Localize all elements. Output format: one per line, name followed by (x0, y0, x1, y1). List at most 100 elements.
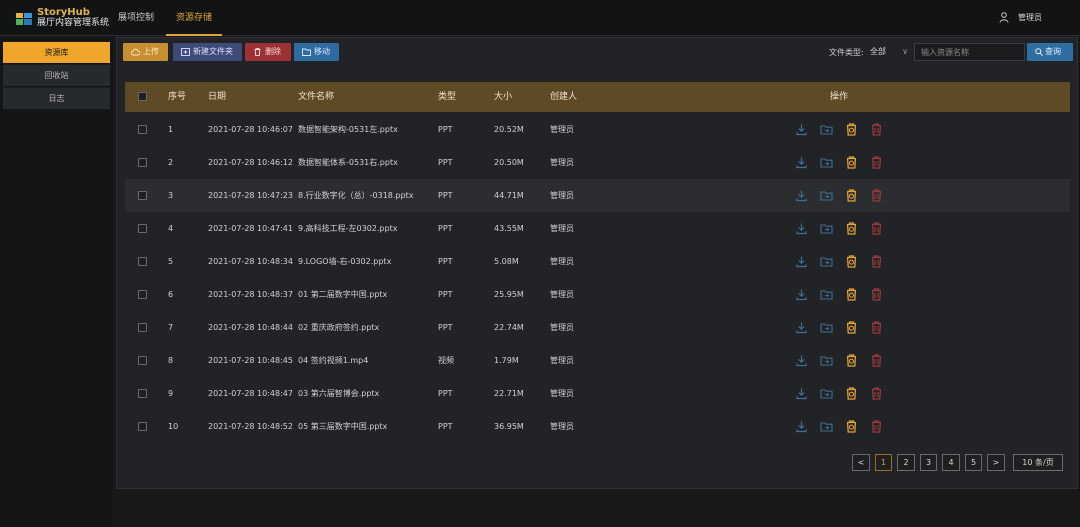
row-checkbox[interactable] (138, 356, 147, 365)
table-row[interactable]: 4 2021-07-28 10:47:41 9.高科技工程-左0302.pptx PP… (125, 212, 1070, 245)
delete-icon[interactable] (870, 222, 883, 235)
select-all-checkbox[interactable] (138, 92, 147, 101)
delete-icon[interactable] (870, 387, 883, 400)
table-row[interactable]: 3 2021-07-28 10:47:23 8.行业数字化（总）-0318.pptx… (125, 179, 1070, 212)
upload-button[interactable]: 上传 (123, 43, 168, 61)
download-icon[interactable] (795, 222, 808, 235)
cell-filename: 04 签约视频1.mp4 (298, 356, 369, 365)
pagination-page-3[interactable]: 3 (920, 454, 937, 471)
cell-filename: 9.LOGO墙-右-0302.pptx (298, 257, 392, 266)
move-folder-icon[interactable] (820, 321, 833, 334)
table-row[interactable]: 6 2021-07-28 10:48:37 01 第二届数字中国.pptx PPT 25… (125, 278, 1070, 311)
header-date: 日期 (208, 92, 227, 102)
delete-icon[interactable] (870, 288, 883, 301)
move-button[interactable]: 移动 (294, 43, 339, 61)
row-checkbox[interactable] (138, 323, 147, 332)
cell-filename: 9.高科技工程-左0302.pptx (298, 224, 398, 233)
download-icon[interactable] (795, 354, 808, 367)
restore-icon[interactable] (845, 321, 858, 334)
sidebar-item-log[interactable]: 日志 (3, 87, 110, 109)
restore-icon[interactable] (845, 222, 858, 235)
delete-icon[interactable] (870, 156, 883, 169)
nav-exhibit-control[interactable]: 展项控制 (118, 13, 155, 23)
row-checkbox[interactable] (138, 290, 147, 299)
move-folder-icon[interactable] (820, 189, 833, 202)
delete-icon[interactable] (870, 420, 883, 433)
delete-button[interactable]: 删除 (245, 43, 291, 61)
download-icon[interactable] (795, 420, 808, 433)
cell-type: PPT (438, 290, 453, 299)
pagination-page-5[interactable]: 5 (965, 454, 982, 471)
restore-icon[interactable] (845, 420, 858, 433)
cell-index: 3 (168, 191, 174, 200)
table-row[interactable]: 10 2021-07-28 10:48:52 05 第三届数字中国.pptx PPT 3… (125, 410, 1070, 443)
header-size: 大小 (494, 92, 513, 102)
file-type-select[interactable]: 全部 ∨ (870, 44, 910, 60)
user-name[interactable]: 管理员 (1018, 13, 1042, 22)
move-folder-icon[interactable] (820, 354, 833, 367)
cell-type: PPT (438, 323, 453, 332)
row-checkbox[interactable] (138, 224, 147, 233)
table-row[interactable]: 1 2021-07-28 10:46:07 数据智能架构-0531左.pptx PPT… (125, 113, 1070, 146)
move-folder-icon[interactable] (820, 222, 833, 235)
row-checkbox[interactable] (138, 389, 147, 398)
sidebar-item-resource-library[interactable]: 资源库 (3, 41, 110, 63)
pagination-next[interactable]: > (987, 454, 1005, 471)
table-row[interactable]: 9 2021-07-28 10:48:47 03 第六届智博会.pptx PPT 22.… (125, 377, 1070, 410)
delete-label: 删除 (265, 47, 281, 56)
cell-index: 4 (168, 224, 174, 233)
row-checkbox[interactable] (138, 125, 147, 134)
download-icon[interactable] (795, 387, 808, 400)
row-checkbox[interactable] (138, 257, 147, 266)
move-folder-icon[interactable] (820, 420, 833, 433)
table-row[interactable]: 8 2021-07-28 10:48:45 04 签约视频1.mp4 视频 1.79M 管… (125, 344, 1070, 377)
pagination-page-1[interactable]: 1 (875, 454, 892, 471)
restore-icon[interactable] (845, 387, 858, 400)
sidebar-item-recycle-bin[interactable]: 回收站 (3, 64, 110, 86)
download-icon[interactable] (795, 255, 808, 268)
restore-icon[interactable] (845, 156, 858, 169)
pagination-prev[interactable]: < (852, 454, 870, 471)
cell-size: 25.95M (494, 290, 524, 299)
search-input[interactable] (914, 43, 1025, 61)
table-row[interactable]: 5 2021-07-28 10:48:34 9.LOGO墙-右-0302.pptx P… (125, 245, 1070, 278)
cell-size: 22.74M (494, 323, 524, 332)
move-folder-icon[interactable] (820, 156, 833, 169)
download-icon[interactable] (795, 123, 808, 136)
delete-icon[interactable] (870, 354, 883, 367)
cell-creator: 管理员 (550, 356, 574, 365)
new-folder-button[interactable]: 新建文件夹 (173, 43, 242, 61)
row-checkbox[interactable] (138, 422, 147, 431)
table-row[interactable]: 2 2021-07-28 10:46:12 数据智能体系-0531右.pptx PPT… (125, 146, 1070, 179)
download-icon[interactable] (795, 321, 808, 334)
restore-icon[interactable] (845, 189, 858, 202)
delete-icon[interactable] (870, 189, 883, 202)
download-icon[interactable] (795, 189, 808, 202)
delete-icon[interactable] (870, 321, 883, 334)
restore-icon[interactable] (845, 354, 858, 367)
row-checkbox[interactable] (138, 158, 147, 167)
delete-icon[interactable] (870, 255, 883, 268)
move-folder-icon[interactable] (820, 123, 833, 136)
restore-icon[interactable] (845, 255, 858, 268)
download-icon[interactable] (795, 156, 808, 169)
cell-filename: 02 重庆政府签约.pptx (298, 323, 380, 332)
move-folder-icon[interactable] (820, 387, 833, 400)
cell-filename: 数据智能架构-0531左.pptx (298, 125, 398, 134)
move-folder-icon[interactable] (820, 255, 833, 268)
nav-resource-storage[interactable]: 资源存储 (166, 0, 223, 36)
move-folder-icon[interactable] (820, 288, 833, 301)
pagination-page-2[interactable]: 2 (897, 454, 915, 471)
restore-icon[interactable] (845, 123, 858, 136)
pagination-page-4[interactable]: 4 (942, 454, 960, 471)
page-size-select[interactable]: 10 条/页 (1013, 454, 1063, 471)
cell-index: 2 (168, 158, 174, 167)
query-button[interactable]: 查询 (1027, 43, 1073, 61)
cell-index: 7 (168, 323, 174, 332)
restore-icon[interactable] (845, 288, 858, 301)
row-checkbox[interactable] (138, 191, 147, 200)
main-panel: 上传 新建文件夹 删除 移动 文件类型: 全部 ∨ 查询 序号 日期 文件名称 … (116, 37, 1078, 489)
table-row[interactable]: 7 2021-07-28 10:48:44 02 重庆政府签约.pptx PPT 22.… (125, 311, 1070, 344)
download-icon[interactable] (795, 288, 808, 301)
delete-icon[interactable] (870, 123, 883, 136)
